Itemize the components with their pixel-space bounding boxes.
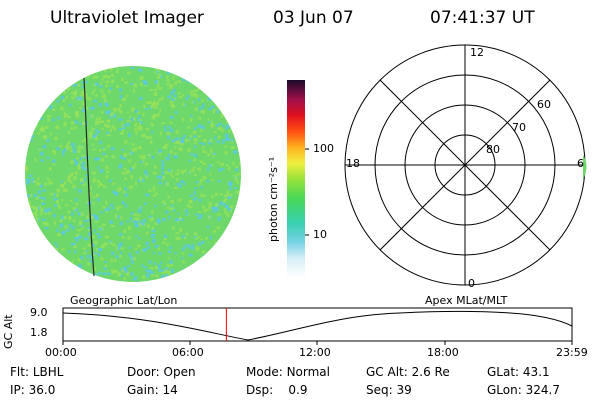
y-max-label: 9.0 xyxy=(30,306,48,319)
uv-earth-image xyxy=(25,66,241,282)
colorbar-tick-label: 10 xyxy=(313,228,327,241)
geographic-label: Geographic Lat/Lon xyxy=(70,294,178,307)
x-tick-label: 06:00 xyxy=(172,346,204,359)
x-tick-label: 12:00 xyxy=(299,346,331,359)
gain-status: Gain: 14 xyxy=(127,383,178,397)
x-tick-marks xyxy=(62,341,573,345)
colorbar xyxy=(287,80,309,278)
x-tick-label: 00:00 xyxy=(45,346,77,359)
terminator-line xyxy=(83,77,95,277)
image-time: 07:41:37 UT xyxy=(430,8,535,28)
dsp-status: Dsp: 0.9 xyxy=(246,383,308,397)
y-min-label: 1.8 xyxy=(30,326,48,339)
orbit-timeline xyxy=(62,307,573,345)
dayside-sliver xyxy=(583,155,587,180)
colorbar-tick-marks xyxy=(305,148,309,236)
lat-label-60: 60 xyxy=(537,98,551,111)
x-tick-label: 23:59 xyxy=(556,346,588,359)
mode-status: Mode: Normal xyxy=(246,365,330,379)
x-tick-label: 18:00 xyxy=(427,346,459,359)
gc-alt-status: GC Alt: 2.6 Re xyxy=(366,365,450,379)
imager-title: Ultraviolet Imager xyxy=(50,8,204,28)
door-status: Door: Open xyxy=(127,365,196,379)
mlt-label-0: 0 xyxy=(468,277,475,290)
gc-altitude-curve xyxy=(62,311,573,341)
image-date: 03 Jun 07 xyxy=(273,8,354,28)
lat-label-70: 70 xyxy=(512,121,526,134)
lat-label-80: 80 xyxy=(486,143,500,156)
mlt-label-18: 18 xyxy=(346,157,360,170)
ip-status: IP: 36.0 xyxy=(10,383,56,397)
gc-alt-axis-title: GC Alt xyxy=(2,314,15,349)
filter-status: Flt: LBHL xyxy=(10,365,64,379)
glat-status: GLat: 43.1 xyxy=(487,365,550,379)
colorbar-unit-label: photon cm⁻²s⁻¹ xyxy=(267,156,280,242)
mlt-label-12: 12 xyxy=(470,46,484,59)
glon-status: GLon: 324.7 xyxy=(487,383,560,397)
mlt-label-6: 6 xyxy=(577,157,584,170)
apex-label: Apex MLat/MLT xyxy=(425,294,508,307)
polar-grid xyxy=(344,44,586,286)
colorbar-tick-label: 100 xyxy=(313,142,334,155)
seq-status: Seq: 39 xyxy=(366,383,412,397)
